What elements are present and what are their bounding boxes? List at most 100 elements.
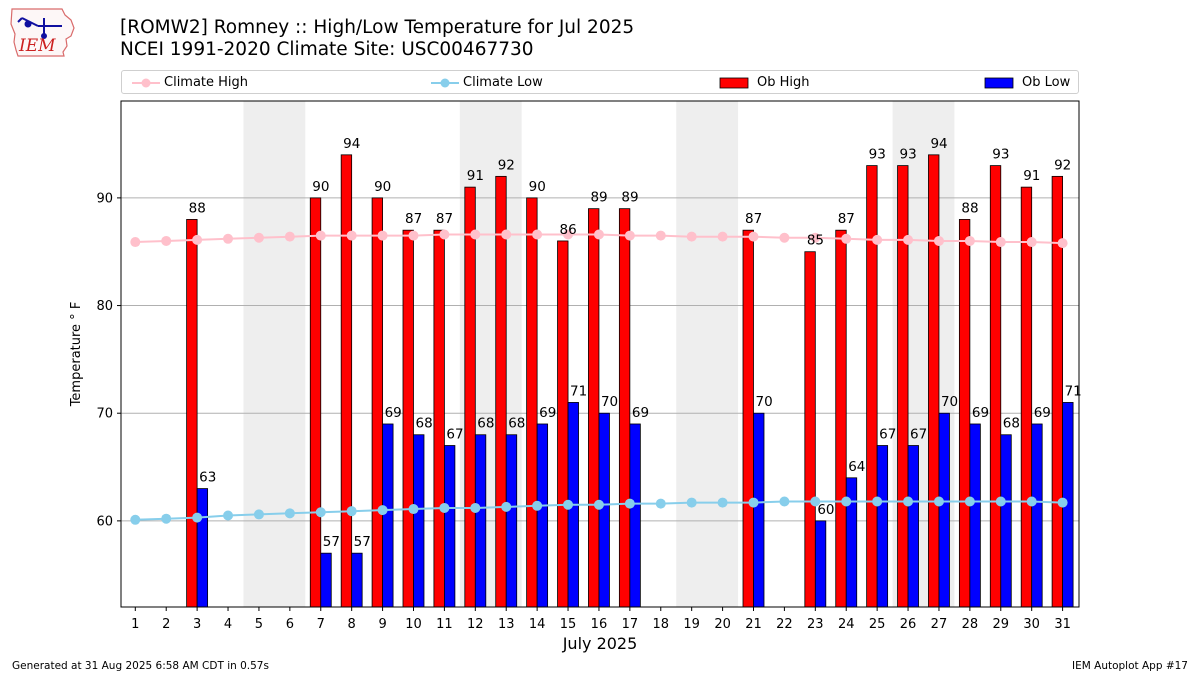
ob-low-value-label: 70 bbox=[756, 394, 773, 410]
climate-low-point bbox=[1057, 497, 1068, 508]
x-tick-label: 5 bbox=[255, 617, 263, 632]
legend-climate-high-label: Climate High bbox=[164, 75, 249, 90]
climate-low-point bbox=[501, 501, 512, 512]
legend-climate-high-marker bbox=[132, 78, 160, 88]
climate-low-point bbox=[964, 496, 975, 507]
climate-high-point bbox=[593, 229, 604, 240]
y-tick-label: 90 bbox=[96, 191, 113, 206]
x-tick-label: 14 bbox=[529, 617, 546, 632]
x-tick-label: 8 bbox=[348, 617, 356, 632]
climate-high-point bbox=[748, 231, 759, 242]
legend-ob-low-label: Ob Low bbox=[1022, 75, 1071, 90]
ob-high-value-label: 87 bbox=[405, 211, 422, 227]
climate-high-point bbox=[903, 234, 914, 245]
ob-low-bar bbox=[1000, 434, 1012, 608]
bars bbox=[186, 154, 1074, 608]
y-tick-label: 60 bbox=[96, 514, 113, 529]
ob-high-value-label: 94 bbox=[930, 136, 947, 152]
x-tick-label: 29 bbox=[993, 617, 1010, 632]
x-tick-label: 11 bbox=[436, 617, 453, 632]
ob-low-bar bbox=[320, 552, 332, 608]
climate-low-point bbox=[439, 502, 450, 513]
x-tick-label: 12 bbox=[467, 617, 484, 632]
ob-low-bar bbox=[536, 423, 549, 608]
ob-high-value-label: 90 bbox=[374, 179, 391, 195]
climate-low-point bbox=[470, 502, 481, 513]
ob-low-value-label: 69 bbox=[385, 405, 402, 421]
ob-high-bar bbox=[742, 229, 754, 608]
ob-high-bar bbox=[804, 251, 816, 608]
x-tick-label: 15 bbox=[560, 617, 577, 632]
climate-high-point bbox=[655, 230, 666, 241]
x-tick-label: 7 bbox=[317, 617, 325, 632]
ob-high-value-label: 91 bbox=[467, 168, 484, 184]
climate-high-point bbox=[1057, 238, 1068, 249]
x-tick-label: 4 bbox=[224, 617, 232, 632]
climate-low-point bbox=[284, 508, 295, 519]
ob-low-bar bbox=[907, 445, 919, 608]
climate-high-point bbox=[470, 229, 481, 240]
climate-high-point bbox=[408, 230, 419, 241]
ob-low-bar bbox=[382, 423, 394, 608]
ob-low-value-label: 60 bbox=[817, 502, 834, 518]
ob-low-bar bbox=[474, 434, 487, 608]
legend-climate-low: Climate Low bbox=[429, 74, 629, 92]
x-tick-label: 10 bbox=[405, 617, 422, 632]
climate-high-point bbox=[563, 229, 574, 240]
x-tick-label: 9 bbox=[378, 617, 386, 632]
x-tick-label: 2 bbox=[162, 617, 170, 632]
weekend-shade bbox=[676, 101, 739, 607]
climate-low-point bbox=[810, 496, 821, 507]
ob-high-value-label: 87 bbox=[838, 211, 855, 227]
ob-high-bar bbox=[928, 154, 940, 608]
ob-high-bar bbox=[835, 229, 847, 608]
climate-low-point bbox=[532, 500, 543, 511]
climate-low-point bbox=[161, 513, 172, 524]
x-tick-label: 13 bbox=[498, 617, 515, 632]
climate-low-point bbox=[1026, 496, 1037, 507]
climate-low-point bbox=[655, 498, 666, 509]
ob-low-bar bbox=[814, 520, 827, 608]
ob-low-bar bbox=[1031, 423, 1043, 608]
climate-low-point bbox=[346, 506, 357, 517]
ob-low-value-label: 63 bbox=[199, 470, 216, 486]
ob-high-value-label: 88 bbox=[189, 200, 206, 216]
climate-high-point bbox=[933, 235, 944, 246]
climate-high-point bbox=[717, 231, 728, 242]
app-credit: IEM Autoplot App #17 bbox=[1072, 660, 1188, 672]
ob-high-bar bbox=[897, 165, 909, 608]
legend-climate-high: Climate High bbox=[130, 74, 330, 92]
legend-ob-high-label: Ob High bbox=[757, 75, 810, 90]
ob-low-value-label: 71 bbox=[570, 383, 587, 399]
ob-high-bar bbox=[989, 165, 1002, 608]
ob-high-bar bbox=[464, 186, 476, 608]
ob-low-bar bbox=[196, 488, 209, 608]
ob-high-value-label: 87 bbox=[436, 211, 453, 227]
x-tick-label: 17 bbox=[622, 617, 639, 632]
iem-logo: IEM bbox=[10, 8, 75, 57]
climate-high-point bbox=[686, 231, 697, 242]
x-tick-label: 22 bbox=[776, 617, 793, 632]
x-tick-label: 25 bbox=[869, 617, 886, 632]
ob-high-bar bbox=[618, 208, 631, 608]
x-tick-label: 20 bbox=[714, 617, 731, 632]
ob-high-value-label: 92 bbox=[498, 157, 515, 173]
climate-lines bbox=[130, 229, 1068, 525]
ob-low-bar bbox=[413, 434, 425, 608]
legend-ob-low: Ob Low bbox=[984, 74, 1078, 92]
ob-high-bar bbox=[371, 197, 383, 608]
legend-climate-low-label: Climate Low bbox=[463, 75, 543, 90]
legend-ob-high-marker bbox=[719, 77, 749, 89]
x-tick-label: 3 bbox=[193, 617, 201, 632]
ob-high-value-label: 93 bbox=[992, 147, 1009, 163]
weekend-shade bbox=[243, 101, 306, 607]
climate-low-point bbox=[933, 496, 944, 507]
legend-ob-high: Ob High bbox=[719, 74, 879, 92]
climate-high-point bbox=[223, 233, 234, 244]
ob-low-value-label: 71 bbox=[1065, 383, 1082, 399]
x-axis-label: July 2025 bbox=[562, 634, 638, 653]
ob-high-value-label: 88 bbox=[961, 200, 978, 216]
climate-low-point bbox=[872, 496, 883, 507]
ob-low-value-label: 68 bbox=[415, 416, 432, 432]
ob-low-value-label: 57 bbox=[354, 534, 371, 550]
